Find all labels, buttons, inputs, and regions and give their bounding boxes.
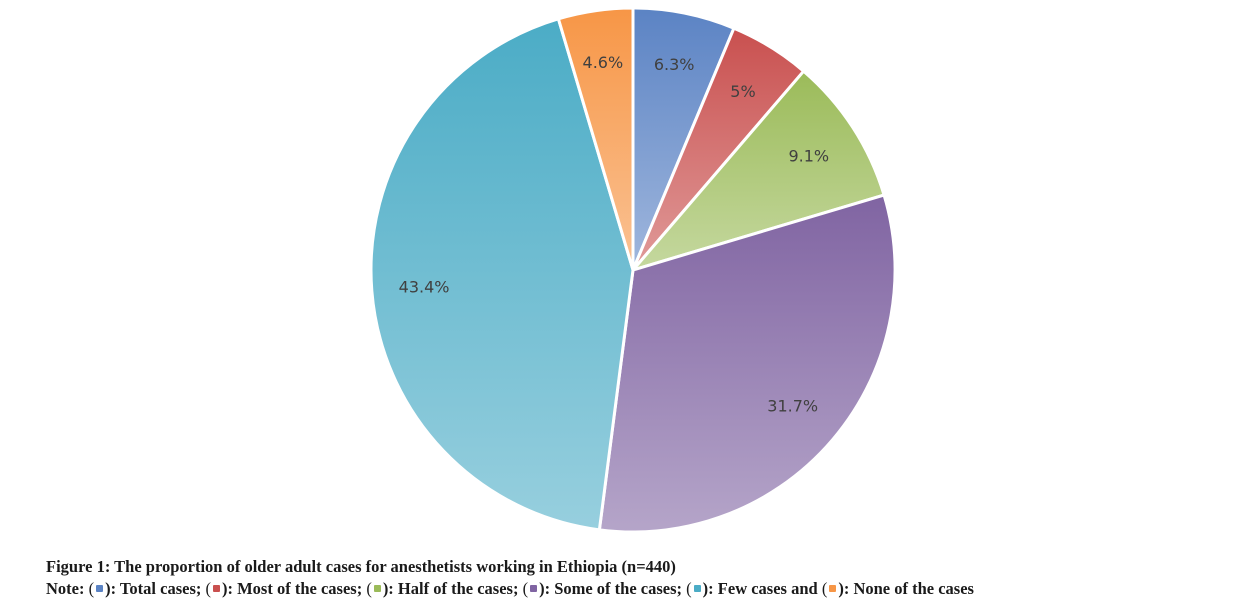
- legend-label-most-of-the-cases: ): Most of the cases;: [221, 578, 363, 598]
- note-item-total-cases: (): Total cases;: [88, 578, 202, 598]
- legend-swatch-most-of-the-cases: [212, 585, 220, 593]
- pie-slice-some-of-the-cases: [597, 193, 897, 534]
- slice-label-total-cases: 6.3%: [654, 55, 695, 74]
- note-item-none-of-the-cases: (): None of the cases: [817, 578, 974, 598]
- legend-label-few-cases: ): Few cases and: [702, 578, 818, 598]
- legend-swatch-total-cases: [96, 585, 104, 593]
- legend-label-some-of-the-cases: ): Some of the cases;: [539, 578, 683, 598]
- pie-slice-half-of-the-cases: [628, 69, 886, 273]
- legend-swatch-few-cases: [693, 585, 701, 593]
- pie-chart: 6.3% 5% 9.1% 31.7% 43.4% 4.6%: [369, 6, 897, 534]
- legend-swatch-some-of-the-cases: [530, 585, 538, 593]
- caption-note: Note: (): Total cases; (): Most of the c…: [46, 578, 974, 600]
- note-item-few-cases: (): Few cases and: [682, 578, 818, 598]
- pie-labels: 6.3% 5% 9.1% 31.7% 43.4% 4.6%: [399, 53, 829, 415]
- figure-caption: Figure 1: The proportion of older adult …: [46, 556, 974, 600]
- caption-title: Figure 1: The proportion of older adult …: [46, 557, 676, 576]
- legend-swatch-none-of-the-cases: [829, 585, 837, 593]
- note-item-some-of-the-cases: (): Some of the cases;: [518, 578, 683, 598]
- note-prefix: Note:: [46, 578, 85, 598]
- slice-label-half-of-the-cases: 9.1%: [788, 146, 829, 165]
- slice-label-none-of-the-cases: 4.6%: [583, 53, 624, 72]
- note-items: (): Total cases; (): Most of the cases; …: [89, 579, 974, 598]
- legend-label-total-cases: ): Total cases;: [105, 578, 202, 598]
- legend-label-half-of-the-cases: ): Half of the cases;: [382, 578, 519, 598]
- legend-label-none-of-the-cases: ): None of the cases: [838, 578, 974, 598]
- legend-swatch-half-of-the-cases: [373, 585, 381, 593]
- pie-slice-few-cases: [369, 16, 635, 532]
- pie-slice-none-of-the-cases: [556, 6, 635, 271]
- slice-label-few-cases: 43.4%: [399, 277, 450, 296]
- slice-label-some-of-the-cases: 31.7%: [767, 396, 818, 415]
- note-item-most-of-the-cases: (): Most of the cases;: [201, 578, 363, 598]
- slice-label-most-of-the-cases: 5%: [730, 82, 755, 101]
- note-item-half-of-the-cases: (): Half of the cases;: [362, 578, 519, 598]
- pie-slices: [369, 6, 897, 534]
